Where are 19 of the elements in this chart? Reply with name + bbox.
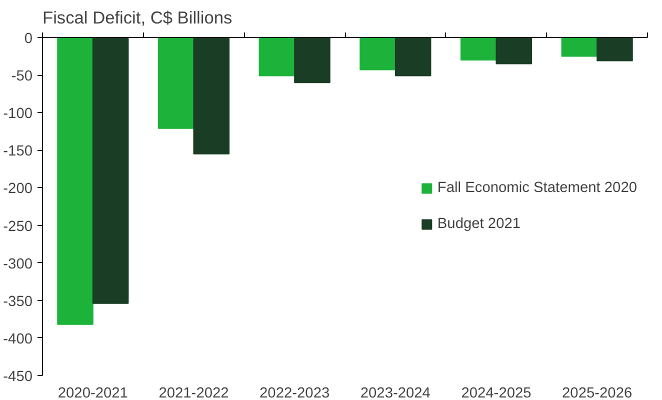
y-tick-label: 0 xyxy=(24,31,33,47)
x-tick-label: 2021-2022 xyxy=(158,386,229,400)
x-tick-label: 2020-2021 xyxy=(58,386,128,400)
legend-label: Budget 2021 xyxy=(437,216,521,232)
y-tick-label: -400 xyxy=(3,331,33,348)
y-tick-label: -300 xyxy=(3,256,33,272)
y-tick-label: -150 xyxy=(3,144,33,160)
y-tick-label: -350 xyxy=(3,294,33,310)
y-tick-label: -450 xyxy=(3,369,33,385)
chart-title: Fiscal Deficit, C$ Billions xyxy=(42,8,233,28)
legend-label: Fall Economic Statement 2020 xyxy=(437,180,637,196)
y-tick-label: -200 xyxy=(3,181,33,198)
x-tick-label: 2023-2024 xyxy=(360,386,430,400)
x-tick-label: 2025-2026 xyxy=(562,386,632,400)
y-tick-label: -50 xyxy=(11,68,33,85)
x-tick-label: 2024-2025 xyxy=(461,386,532,400)
y-tick-label: -250 xyxy=(3,218,33,235)
y-tick-label: -100 xyxy=(3,106,33,122)
x-tick-label: 2022-2023 xyxy=(260,386,330,400)
